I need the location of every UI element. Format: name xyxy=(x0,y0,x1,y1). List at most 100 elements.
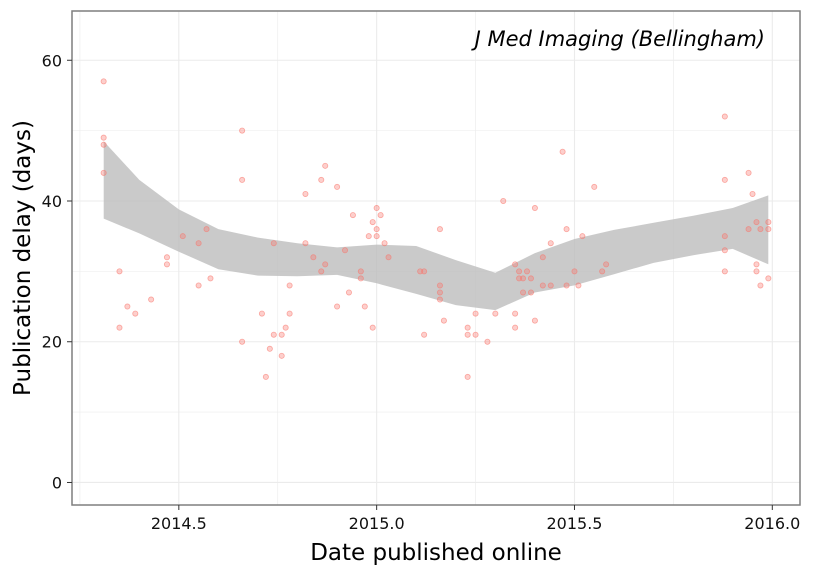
data-point xyxy=(571,268,578,275)
smooth-confidence-band xyxy=(103,141,769,311)
data-point xyxy=(258,310,265,317)
data-point xyxy=(512,261,519,268)
data-point xyxy=(765,275,772,282)
data-point xyxy=(563,282,570,289)
data-point xyxy=(239,176,246,183)
data-point xyxy=(377,212,384,219)
data-point xyxy=(464,331,471,338)
data-point xyxy=(302,240,309,247)
data-point xyxy=(531,205,538,212)
data-point xyxy=(322,261,329,268)
data-point xyxy=(116,324,123,331)
data-point xyxy=(270,331,277,338)
x-tick-label: 2016.0 xyxy=(744,514,800,533)
data-point xyxy=(369,324,376,331)
data-point xyxy=(148,296,155,303)
data-point xyxy=(373,226,380,233)
data-point xyxy=(539,282,546,289)
data-point xyxy=(278,331,285,338)
confidence-band xyxy=(103,141,769,311)
data-point xyxy=(520,289,527,296)
data-point xyxy=(436,282,443,289)
data-point xyxy=(539,254,546,261)
data-point xyxy=(721,233,728,240)
data-point xyxy=(516,268,523,275)
data-point xyxy=(547,282,554,289)
data-point xyxy=(753,261,760,268)
data-point xyxy=(484,338,491,345)
data-point xyxy=(124,303,131,310)
data-point xyxy=(286,310,293,317)
chart-title: J Med Imaging (Bellingham) xyxy=(471,27,765,51)
data-point xyxy=(239,127,246,134)
data-point xyxy=(357,275,364,282)
data-point xyxy=(421,331,428,338)
data-point xyxy=(239,338,246,345)
data-point xyxy=(472,310,479,317)
data-point xyxy=(381,240,388,247)
y-tick-label: 40 xyxy=(42,192,62,211)
data-point xyxy=(579,233,586,240)
data-point xyxy=(132,310,139,317)
data-point xyxy=(203,226,210,233)
data-point xyxy=(116,268,123,275)
data-point xyxy=(357,268,364,275)
data-point xyxy=(745,226,752,233)
data-point xyxy=(345,289,352,296)
panel-border xyxy=(71,10,801,506)
data-point xyxy=(757,282,764,289)
data-point xyxy=(599,268,606,275)
data-point xyxy=(547,240,554,247)
data-point xyxy=(163,261,170,268)
data-point xyxy=(527,289,534,296)
data-point xyxy=(349,212,356,219)
y-axis-title: Publication delay (days) xyxy=(10,120,36,396)
data-point xyxy=(721,176,728,183)
data-point xyxy=(765,219,772,226)
data-point xyxy=(334,303,341,310)
data-point xyxy=(322,162,329,169)
data-point xyxy=(591,183,598,190)
data-points xyxy=(100,78,772,380)
data-point xyxy=(757,226,764,233)
data-point xyxy=(369,219,376,226)
data-point xyxy=(318,176,325,183)
axes: 2014.5 2015.0 2015.5 2016.0 0 20 40 60 xyxy=(42,51,801,533)
data-point xyxy=(753,268,760,275)
x-tick-label: 2014.5 xyxy=(151,514,207,533)
data-point xyxy=(520,275,527,282)
data-point xyxy=(464,373,471,380)
data-point xyxy=(278,352,285,359)
data-point xyxy=(262,373,269,380)
data-point xyxy=(334,183,341,190)
data-point xyxy=(765,226,772,233)
data-point xyxy=(721,247,728,254)
y-tick-label: 60 xyxy=(42,51,62,70)
data-point xyxy=(527,275,534,282)
data-point xyxy=(492,310,499,317)
data-point xyxy=(472,331,479,338)
data-point xyxy=(753,219,760,226)
data-point xyxy=(302,190,309,197)
data-point xyxy=(721,268,728,275)
data-point xyxy=(559,148,566,155)
data-point xyxy=(163,254,170,261)
data-point xyxy=(100,134,107,141)
data-point xyxy=(195,282,202,289)
data-point xyxy=(563,226,570,233)
data-point xyxy=(440,317,447,324)
data-point xyxy=(270,240,277,247)
x-tick-label: 2015.0 xyxy=(349,514,405,533)
data-point xyxy=(100,78,107,85)
data-point xyxy=(266,345,273,352)
data-point xyxy=(436,296,443,303)
data-point xyxy=(282,324,289,331)
data-point xyxy=(436,226,443,233)
data-point xyxy=(603,261,610,268)
x-tick-label: 2015.5 xyxy=(546,514,602,533)
data-point xyxy=(745,169,752,176)
data-point xyxy=(436,289,443,296)
data-point xyxy=(373,205,380,212)
data-point xyxy=(195,240,202,247)
